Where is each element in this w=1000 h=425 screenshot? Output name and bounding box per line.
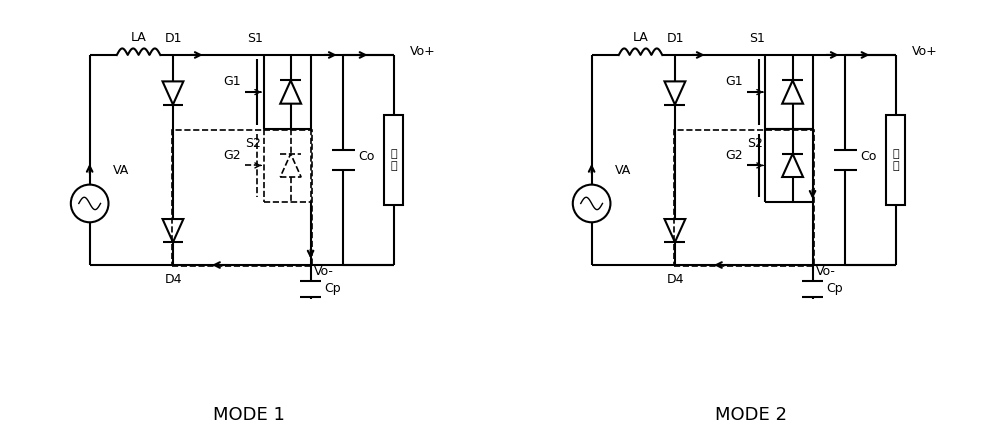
- Text: Vo+: Vo+: [410, 45, 436, 58]
- Bar: [384, 115, 403, 205]
- Text: Cp: Cp: [826, 282, 843, 295]
- Text: G2: G2: [223, 149, 241, 162]
- Text: S1: S1: [247, 32, 263, 45]
- Text: S1: S1: [749, 32, 765, 45]
- Bar: [886, 115, 905, 205]
- Text: Vo+: Vo+: [912, 45, 938, 58]
- Text: D1: D1: [667, 32, 684, 45]
- Text: Co: Co: [860, 150, 877, 163]
- Text: Vo-: Vo-: [815, 265, 835, 278]
- Text: D4: D4: [667, 273, 684, 286]
- Text: LA: LA: [633, 31, 648, 44]
- Text: D4: D4: [165, 273, 182, 286]
- Text: G1: G1: [725, 76, 743, 88]
- Text: MODE 1: MODE 1: [213, 406, 285, 424]
- Text: VA: VA: [615, 164, 631, 177]
- Text: G2: G2: [725, 149, 743, 162]
- Text: Cp: Cp: [324, 282, 341, 295]
- Text: VA: VA: [113, 164, 129, 177]
- Text: 负
载: 负 载: [893, 149, 899, 171]
- Text: MODE 2: MODE 2: [715, 406, 787, 424]
- Text: 负
载: 负 载: [391, 149, 397, 171]
- Text: S2: S2: [245, 137, 261, 150]
- Text: Vo-: Vo-: [313, 265, 333, 278]
- Text: D1: D1: [165, 32, 182, 45]
- Text: Co: Co: [358, 150, 375, 163]
- Text: S2: S2: [747, 137, 763, 150]
- Bar: [172, 130, 312, 266]
- Text: LA: LA: [131, 31, 146, 44]
- Bar: [674, 130, 814, 266]
- Text: G1: G1: [223, 76, 241, 88]
